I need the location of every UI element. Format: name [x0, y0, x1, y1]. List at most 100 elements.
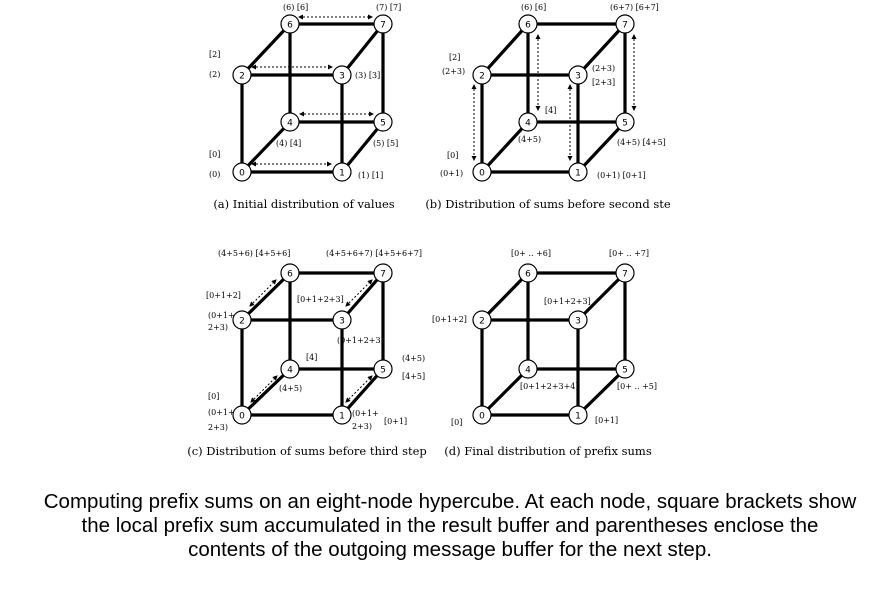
svg-text:3: 3	[575, 317, 581, 327]
label-node-5: (4+5) [4+5]	[402, 354, 425, 381]
node-2: 2	[232, 310, 252, 330]
panel-b-caption: (b) Distribution of sums before second s…	[425, 197, 671, 211]
svg-text:7: 7	[622, 21, 628, 31]
svg-text:0: 0	[479, 412, 485, 422]
svg-text:4: 4	[525, 366, 531, 376]
svg-text:6: 6	[525, 270, 531, 280]
svg-text:5: 5	[622, 119, 628, 129]
exchange-arrows	[471, 34, 637, 161]
label-node-3: (2+3) [2+3]	[592, 64, 615, 87]
label-node-4-message: (4+5)	[518, 135, 541, 144]
panel-b: 0 1 2 3 4 5 6 7 (6) [6] (6+7) [6+7] [2](…	[425, 3, 671, 211]
label-node-2-message: (0+1+ 2+3)	[208, 311, 235, 332]
svg-text:6: 6	[287, 21, 293, 31]
svg-text:6: 6	[287, 270, 293, 280]
svg-text:3: 3	[575, 72, 581, 82]
node-6: 6	[280, 263, 300, 283]
label-node-6: (6) [6]	[283, 3, 308, 12]
label-node-4-result: [4]	[545, 106, 556, 115]
label-node-3: [0+1+2+3]	[544, 297, 591, 306]
node-0: 0	[472, 405, 492, 425]
panel-a: 0 1 2 3 4 5 6 7 (6) [6] (7) [7] [2] (2) (…	[209, 3, 401, 211]
label-node-6: (6) [6]	[521, 3, 546, 12]
svg-text:0: 0	[239, 169, 245, 179]
svg-text:5: 5	[622, 366, 628, 376]
node-1: 1	[568, 405, 588, 425]
label-node-1: (1) [1]	[358, 171, 383, 180]
label-node-2: [0+1+2]	[432, 315, 467, 324]
panel-d-caption: (d) Final distribution of prefix sums	[444, 444, 652, 458]
label-node-0: [0] (0+1)	[440, 151, 463, 178]
svg-text:4: 4	[525, 119, 531, 129]
panel-c-caption: (c) Distribution of sums before third st…	[187, 444, 427, 458]
svg-text:7: 7	[380, 21, 386, 31]
node-7: 7	[373, 263, 393, 283]
label-node-5: [0+ .. +5]	[617, 382, 657, 391]
svg-text:1: 1	[575, 412, 581, 422]
label-node-7: (4+5+6+7) [4+5+6+7]	[326, 249, 422, 258]
node-0: 0	[472, 162, 492, 182]
node-2: 2	[472, 65, 492, 85]
node-3: 3	[332, 65, 352, 85]
svg-text:1: 1	[575, 169, 581, 179]
label-node-4-result: [4]	[306, 353, 317, 362]
node-5: 5	[373, 359, 393, 379]
hypercube-edges	[480, 22, 627, 174]
node-1: 1	[332, 162, 352, 182]
label-node-5: (5) [5]	[373, 139, 398, 148]
svg-text:0: 0	[479, 169, 485, 179]
label-node-3: (3) [3]	[355, 71, 380, 80]
label-node-6: [0+ .. +6]	[511, 249, 551, 258]
node-5: 5	[373, 112, 393, 132]
label-node-2-result: [0+1+2]	[206, 291, 241, 300]
node-4: 4	[518, 359, 538, 379]
svg-text:1: 1	[339, 412, 345, 422]
node-7: 7	[615, 14, 635, 34]
exchange-arrows	[251, 14, 374, 167]
svg-text:7: 7	[622, 270, 628, 280]
node-7: 7	[615, 263, 635, 283]
label-node-1-message: (0+1+ 2+3)	[352, 409, 379, 431]
svg-text:4: 4	[287, 366, 293, 376]
node-5: 5	[615, 112, 635, 132]
node-2: 2	[232, 65, 252, 85]
hypercube-edges	[240, 22, 385, 174]
svg-text:1: 1	[339, 169, 345, 179]
svg-text:5: 5	[380, 119, 386, 129]
node-5: 5	[615, 359, 635, 379]
svg-text:2: 2	[239, 72, 245, 82]
node-4: 4	[280, 359, 300, 379]
node-1: 1	[568, 162, 588, 182]
svg-text:3: 3	[339, 72, 345, 82]
node-6: 6	[518, 263, 538, 283]
label-node-0: [0] (0)	[209, 150, 220, 179]
label-node-0: [0] (0+1+ 2+3)	[208, 392, 235, 432]
hypercube-edges	[480, 271, 627, 417]
label-node-7: [0+ .. +7]	[609, 249, 649, 258]
node-3: 3	[332, 310, 352, 330]
label-node-7: (6+7) [6+7]	[610, 3, 659, 12]
label-node-5: (4+5) [4+5]	[617, 138, 666, 147]
label-node-1: [0+1]	[595, 416, 618, 425]
label-node-1-result: [0+1]	[384, 417, 407, 426]
svg-text:3: 3	[339, 317, 345, 327]
node-4: 4	[518, 112, 538, 132]
node-0: 0	[232, 162, 252, 182]
label-node-2: [2] (2)	[209, 50, 220, 79]
label-node-4-message: (4+5)	[279, 384, 302, 393]
node-7: 7	[373, 14, 393, 34]
panel-c: 0 1 2 3 4 5 6 7 (4+5+6) [4+5+6] (4+5+6+7…	[187, 249, 427, 458]
panel-d: 0 1 2 3 4 5 6 7 [0+ .. +6] [0+ .. +7] [0…	[432, 249, 657, 458]
svg-text:7: 7	[380, 270, 386, 280]
node-3: 3	[568, 310, 588, 330]
label-node-0: [0]	[451, 418, 462, 427]
label-node-4: (4) [4]	[276, 139, 301, 148]
label-node-7: (7) [7]	[376, 3, 401, 12]
svg-text:5: 5	[380, 366, 386, 376]
node-3: 3	[568, 65, 588, 85]
label-node-3-message: (0+1+2+3)	[337, 336, 384, 345]
node-4: 4	[280, 112, 300, 132]
label-node-3-result: [0+1+2+3]	[297, 295, 344, 304]
hypercube-figure: 0 1 2 3 4 5 6 7 (6) [6] (7) [7] [2] (2) (…	[187, 3, 671, 458]
node-6: 6	[280, 14, 300, 34]
